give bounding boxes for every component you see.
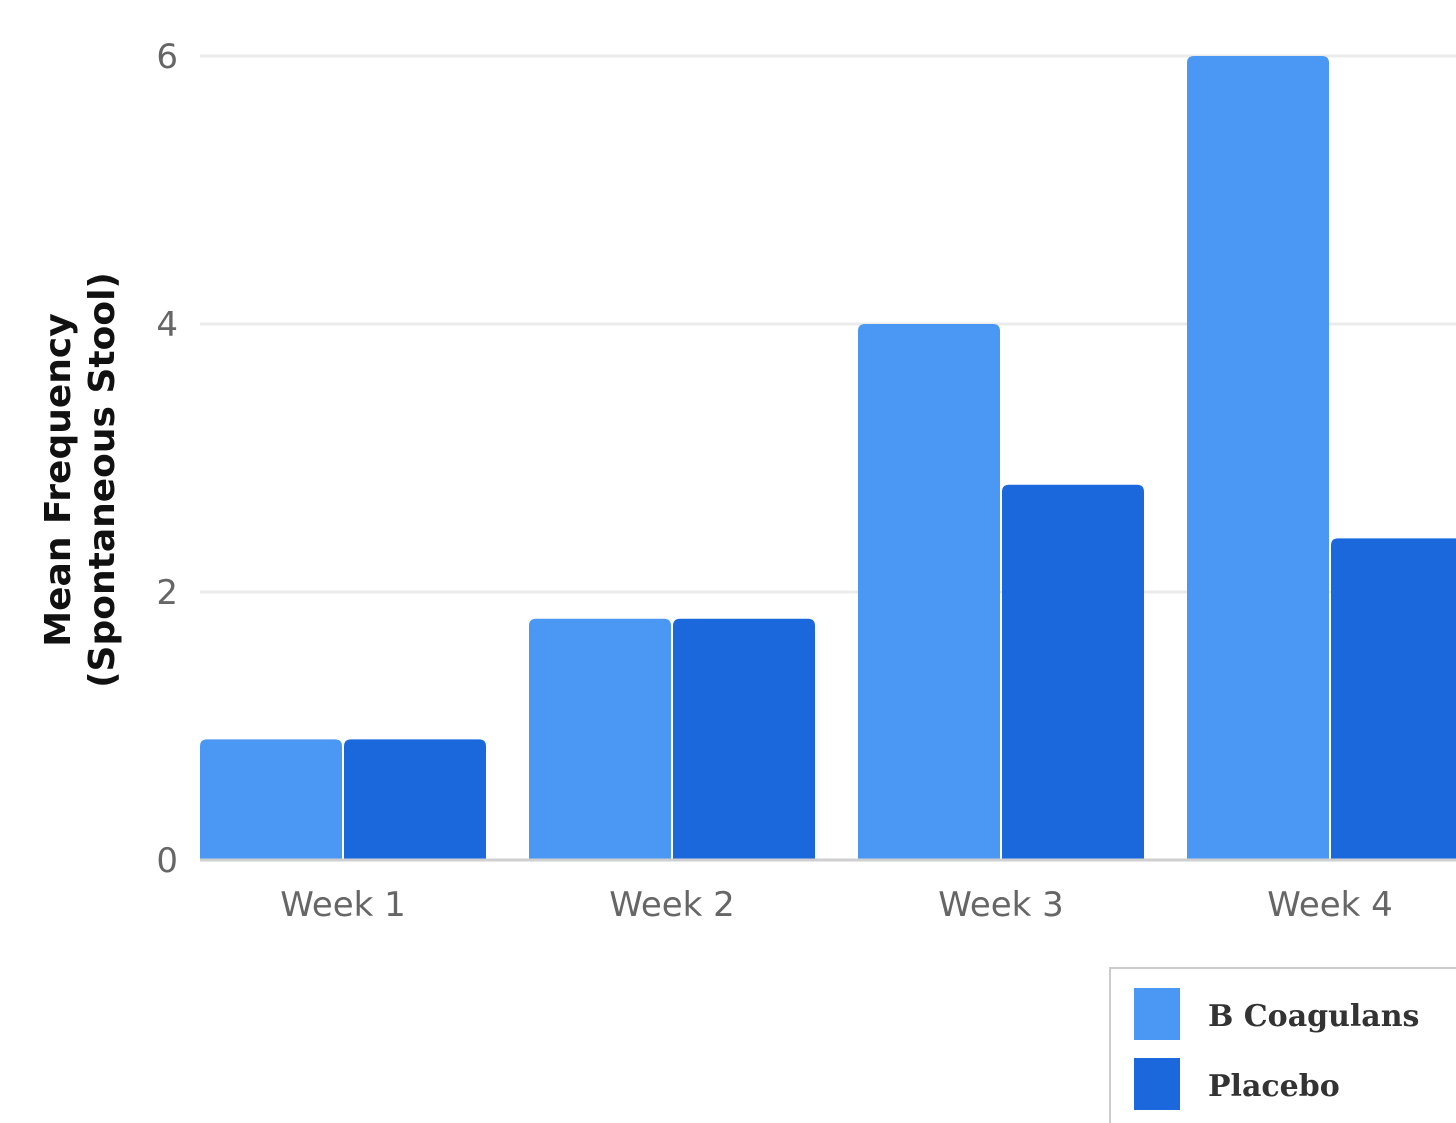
y-tick-label-2: 2 — [156, 573, 178, 613]
bar-placebo-week-1 — [344, 739, 486, 860]
bar-placebo-week-3 — [1002, 484, 1144, 860]
bar-placebo-week-2 — [673, 618, 815, 860]
bars — [200, 56, 1456, 860]
legend-swatch-placebo — [1134, 1058, 1180, 1110]
x-tick-label-week-2: Week 2 — [609, 885, 735, 925]
y-axis-title: Mean Frequency (Spontaneous Stool) — [38, 272, 123, 688]
y-axis-title-line-1: Mean Frequency — [38, 313, 79, 646]
legend-label-b-coagulans: B Coagulans — [1208, 999, 1419, 1034]
bar-b-coagulans-week-4 — [1187, 56, 1329, 860]
y-axis-ticks: 0 2 4 6 — [156, 37, 178, 881]
bar-b-coagulans-week-3 — [858, 324, 1000, 860]
bar-b-coagulans-week-1 — [200, 739, 342, 860]
y-tick-label-6: 6 — [156, 37, 178, 77]
x-tick-label-week-1: Week 1 — [280, 885, 406, 925]
x-tick-label-week-3: Week 3 — [938, 885, 1064, 925]
bar-b-coagulans-week-2 — [529, 618, 671, 860]
y-tick-label-4: 4 — [156, 305, 178, 345]
y-tick-label-0: 0 — [156, 841, 178, 881]
legend-swatch-b-coagulans — [1134, 988, 1180, 1040]
legend: B Coagulans Placebo — [1109, 967, 1456, 1123]
legend-label-placebo: Placebo — [1208, 1069, 1340, 1104]
y-axis-title-line-2: (Spontaneous Stool) — [82, 272, 123, 688]
bar-placebo-week-4 — [1331, 538, 1456, 860]
x-axis-ticks: Week 1 Week 2 Week 3 Week 4 — [280, 885, 1393, 925]
x-tick-label-week-4: Week 4 — [1267, 885, 1393, 925]
